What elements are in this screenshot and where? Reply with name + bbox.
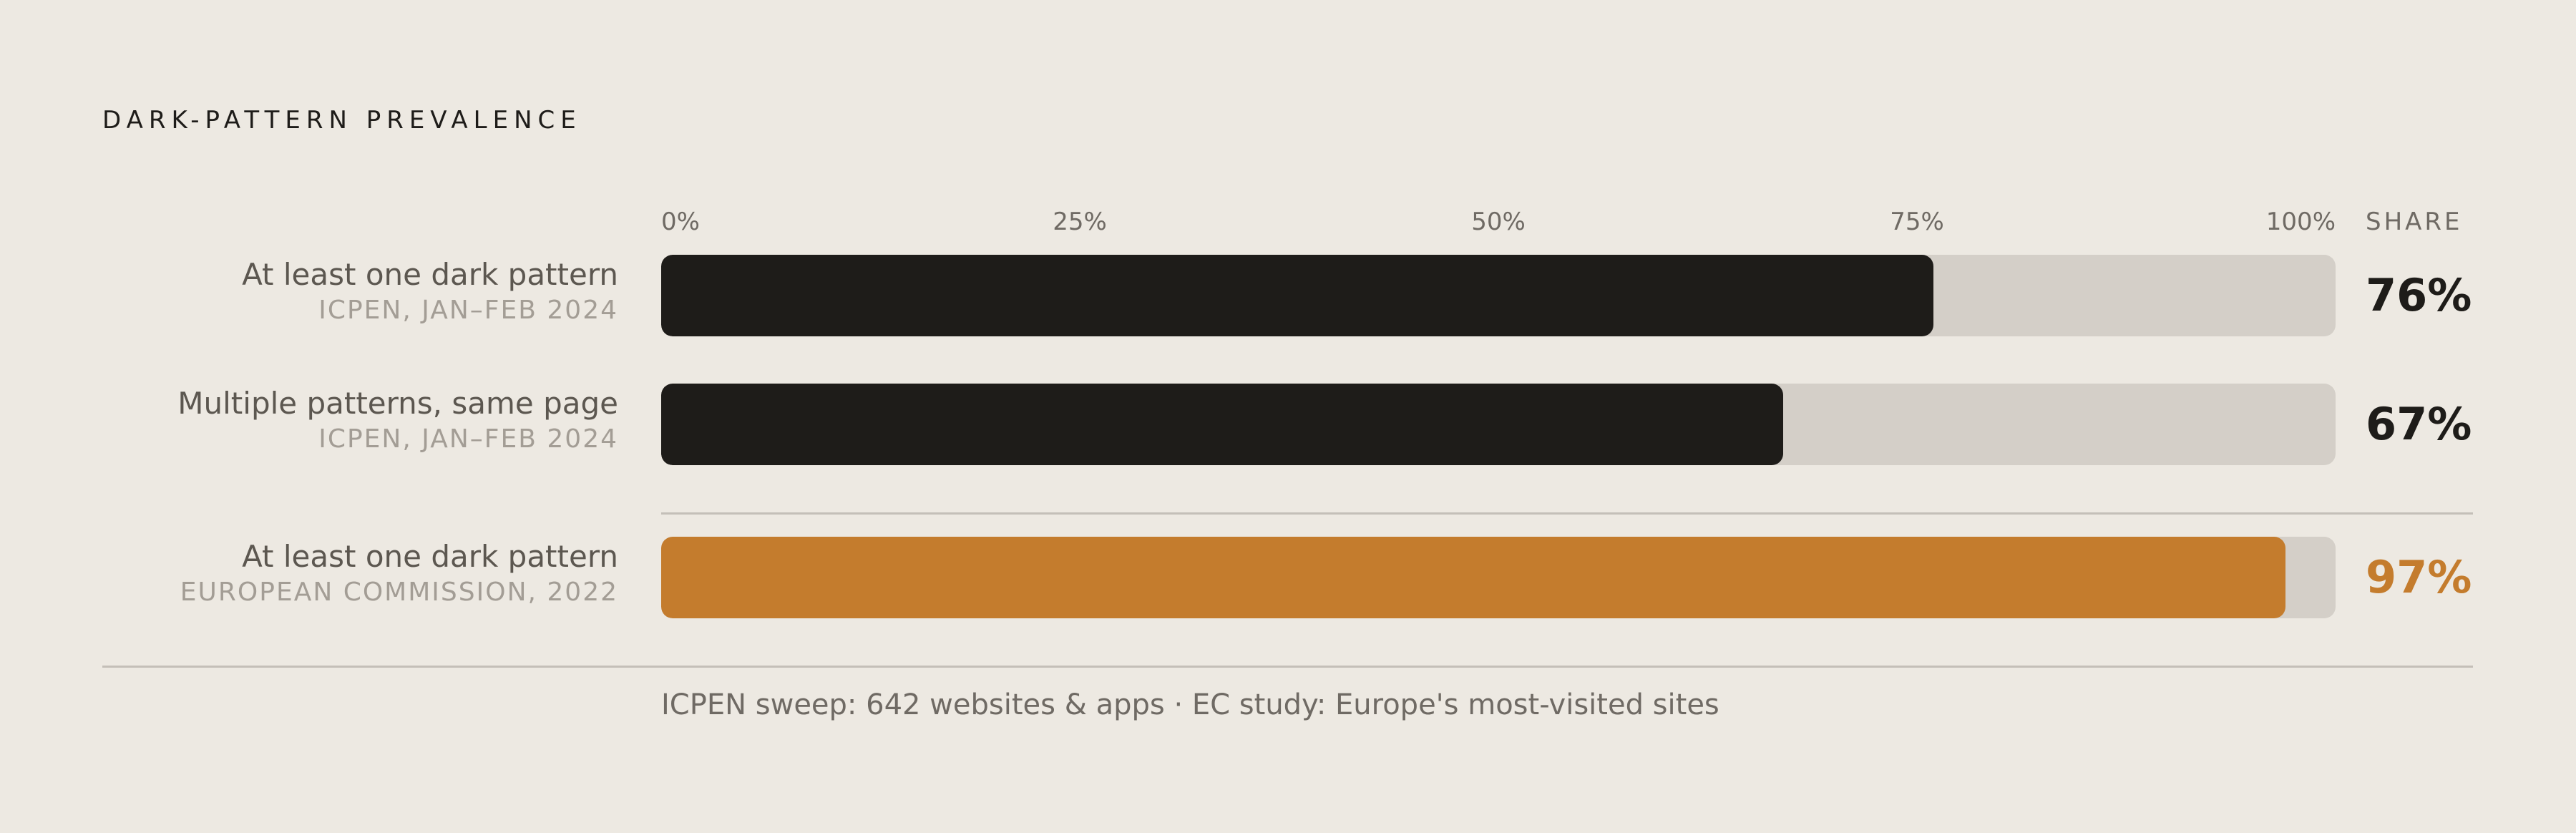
x-tick-label: 75% [1890,208,1944,236]
x-tick-label: 0% [661,208,700,236]
row-source: ICPEN, JAN–FEB 2024 [318,296,618,325]
x-tick-label: 25% [1053,208,1107,236]
x-tick-label: 50% [1471,208,1526,236]
group-divider [661,512,2473,515]
share-column-header: SHARE [2366,208,2463,236]
footnote: ICPEN sweep: 642 websites & apps · EC st… [661,688,1719,721]
row-source: ICPEN, JAN–FEB 2024 [318,424,618,454]
bar [661,255,1934,336]
row-label: At least one dark pattern EUROPEAN COMMIS… [180,538,618,610]
bar [661,384,1783,465]
value-label: 67% [2366,398,2472,450]
row-label: At least one dark pattern ICPEN, JAN–FEB … [242,256,618,328]
bar-track [661,537,2336,618]
row-label: Multiple patterns, same page ICPEN, JAN–F… [177,385,618,457]
row-source: EUROPEAN COMMISSION, 2022 [180,578,618,607]
row-name: At least one dark pattern [242,539,618,574]
value-label: 97% [2366,551,2472,603]
bar-highlight [661,537,2285,618]
row-name: Multiple patterns, same page [177,386,618,421]
bar-track [661,255,2336,336]
bar-track [661,384,2336,465]
value-label: 76% [2366,269,2472,321]
x-tick-label: 100% [2265,208,2336,236]
footer-divider [102,666,2473,668]
chart-title: DARK-PATTERN PREVALENCE [102,106,582,135]
row-name: At least one dark pattern [242,257,618,292]
